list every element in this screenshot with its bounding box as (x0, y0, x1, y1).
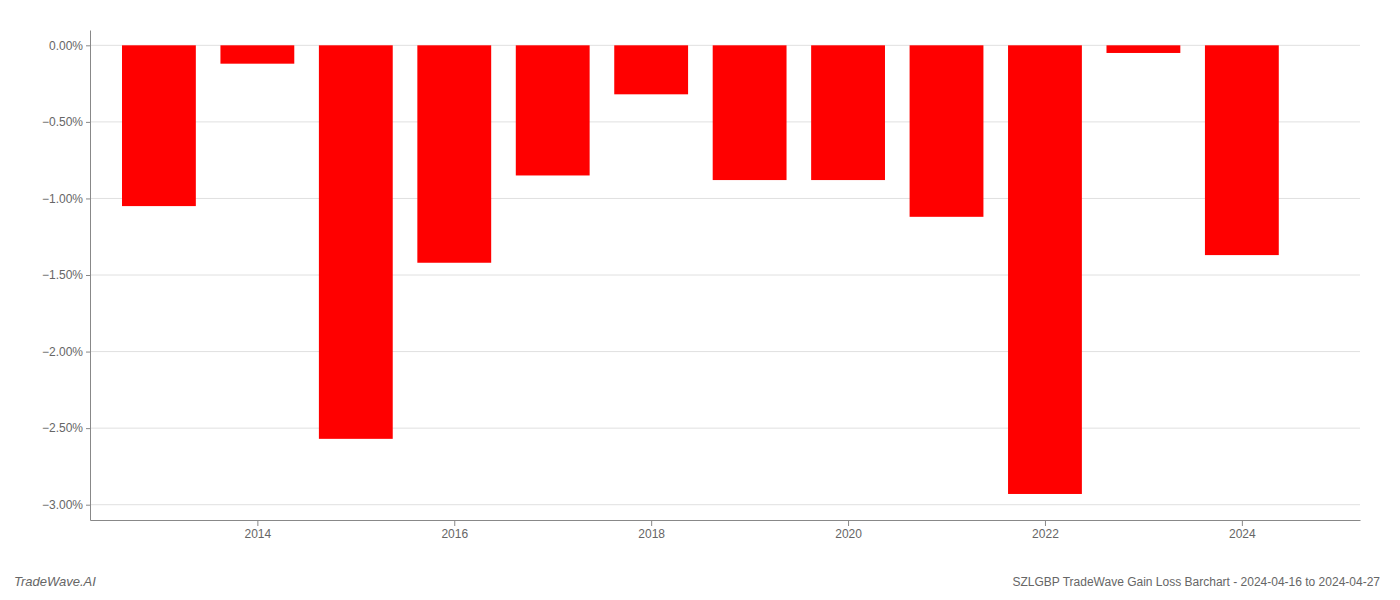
bar (516, 45, 590, 175)
watermark: TradeWave.AI (14, 574, 96, 589)
y-tick-mark (86, 275, 90, 276)
x-axis: 2014 2016 2018 2020 2022 2024 (91, 520, 1361, 541)
x-tick: 2020 (835, 520, 862, 541)
bar (1008, 45, 1082, 494)
y-tick-label: −1.50% (42, 268, 83, 282)
y-tick: −1.00% (42, 192, 90, 206)
title: SZLGBP TradeWave Gain Loss Barchart - 20… (1012, 575, 1380, 589)
x-tick: 2016 (441, 520, 468, 541)
y-tick-label: 0.00% (49, 39, 83, 53)
x-tick-label: 2020 (835, 527, 862, 541)
x-tick-mark (848, 520, 849, 526)
x-tick: 2018 (638, 520, 665, 541)
y-tick-mark (86, 45, 90, 46)
grid-line (90, 351, 1360, 352)
y-tick: −1.50% (42, 268, 90, 282)
x-tick-mark (454, 520, 455, 526)
y-tick-mark (86, 352, 90, 353)
x-tick: 2022 (1032, 520, 1059, 541)
y-tick-mark (86, 505, 90, 506)
bar (319, 45, 393, 439)
bar (910, 45, 984, 217)
y-tick-label: −0.50% (42, 115, 83, 129)
chart: 2014 2016 2018 2020 2022 2024 0.00% −0.50% −1.00… (0, 0, 1400, 600)
plot: 2014 2016 2018 2020 2022 2024 0.00% −0.50% −1.00… (42, 31, 1361, 541)
grid-line (90, 504, 1360, 505)
x-tick-mark (1242, 520, 1243, 526)
bar (417, 45, 491, 262)
grid (90, 45, 1360, 504)
y-tick-label: −2.50% (42, 421, 83, 435)
bar (1205, 45, 1279, 255)
y-tick-mark (86, 198, 90, 199)
bar (713, 45, 787, 180)
x-tick-label: 2016 (441, 527, 468, 541)
bars (122, 45, 1279, 494)
y-tick: −0.50% (42, 115, 90, 129)
grid-line (90, 275, 1360, 276)
x-tick-mark (1045, 520, 1046, 526)
y-tick-label: −2.00% (42, 345, 83, 359)
bar (122, 45, 196, 206)
x-tick-label: 2014 (245, 527, 272, 541)
x-tick-mark (257, 520, 258, 526)
y-axis-line (90, 31, 91, 521)
x-tick: 2024 (1229, 520, 1256, 541)
x-tick-label: 2022 (1032, 527, 1059, 541)
y-tick-mark (86, 428, 90, 429)
y-tick-label: −1.00% (42, 192, 83, 206)
x-tick-label: 2018 (638, 527, 665, 541)
bar (811, 45, 885, 180)
bar (1106, 45, 1180, 53)
grid-line (90, 198, 1360, 199)
x-axis-line (91, 520, 1361, 521)
y-tick: 0.00% (49, 39, 90, 53)
y-tick-mark (86, 122, 90, 123)
bar (220, 45, 294, 63)
y-axis: 0.00% −0.50% −1.00% −1.50% −2.00% −2.50% −3.00… (42, 31, 91, 521)
x-tick-mark (651, 520, 652, 526)
y-tick: −3.00% (42, 498, 90, 512)
x-tick-label: 2024 (1229, 527, 1256, 541)
x-tick: 2014 (245, 520, 272, 541)
y-tick-label: −3.00% (42, 498, 83, 512)
grid-line (90, 428, 1360, 429)
y-tick: −2.50% (42, 421, 90, 435)
bar (614, 45, 688, 94)
y-tick: −2.00% (42, 345, 90, 359)
